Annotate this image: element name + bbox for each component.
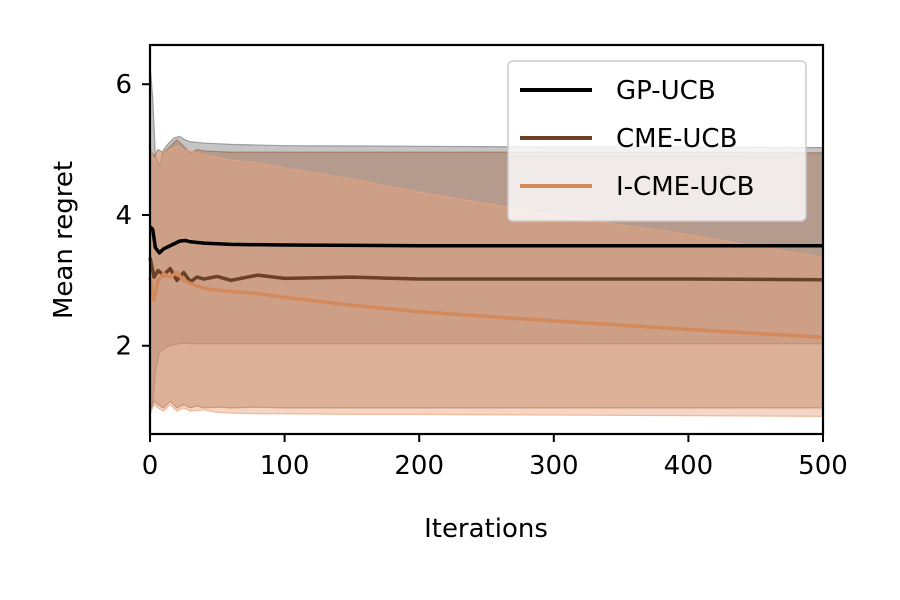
legend-label-gp-ucb: GP-UCB — [616, 76, 716, 106]
legend-box — [507, 60, 807, 222]
y-axis-ticks: 2 4 6 — [115, 70, 150, 362]
line-gp-ucb — [148, 225, 823, 255]
y-tick-label: 6 — [115, 70, 132, 100]
series-lines — [148, 225, 824, 339]
x-tick-label: 300 — [529, 451, 579, 481]
line-i-cme-ucb — [148, 270, 824, 339]
plot-frame — [148, 43, 825, 436]
x-tick-label: 500 — [798, 451, 848, 481]
x-tick-label: 400 — [664, 451, 714, 481]
y-axis-label: Mean regret — [49, 161, 79, 319]
y-tick-label: 4 — [115, 201, 132, 231]
y-tick-label: 2 — [115, 332, 132, 362]
x-axis-ticks: 0 100 200 300 400 500 — [142, 434, 848, 481]
x-tick-label: 0 — [142, 451, 159, 481]
x-axis-label: Iterations — [424, 514, 548, 544]
legend-label-cme-ucb: CME-UCB — [616, 124, 737, 154]
legend-label-i-cme-ucb: I-CME-UCB — [616, 172, 754, 202]
x-tick-label: 200 — [394, 451, 444, 481]
legend: GP-UCB CME-UCB I-CME-UCB — [507, 60, 807, 222]
x-tick-label: 100 — [260, 451, 310, 481]
